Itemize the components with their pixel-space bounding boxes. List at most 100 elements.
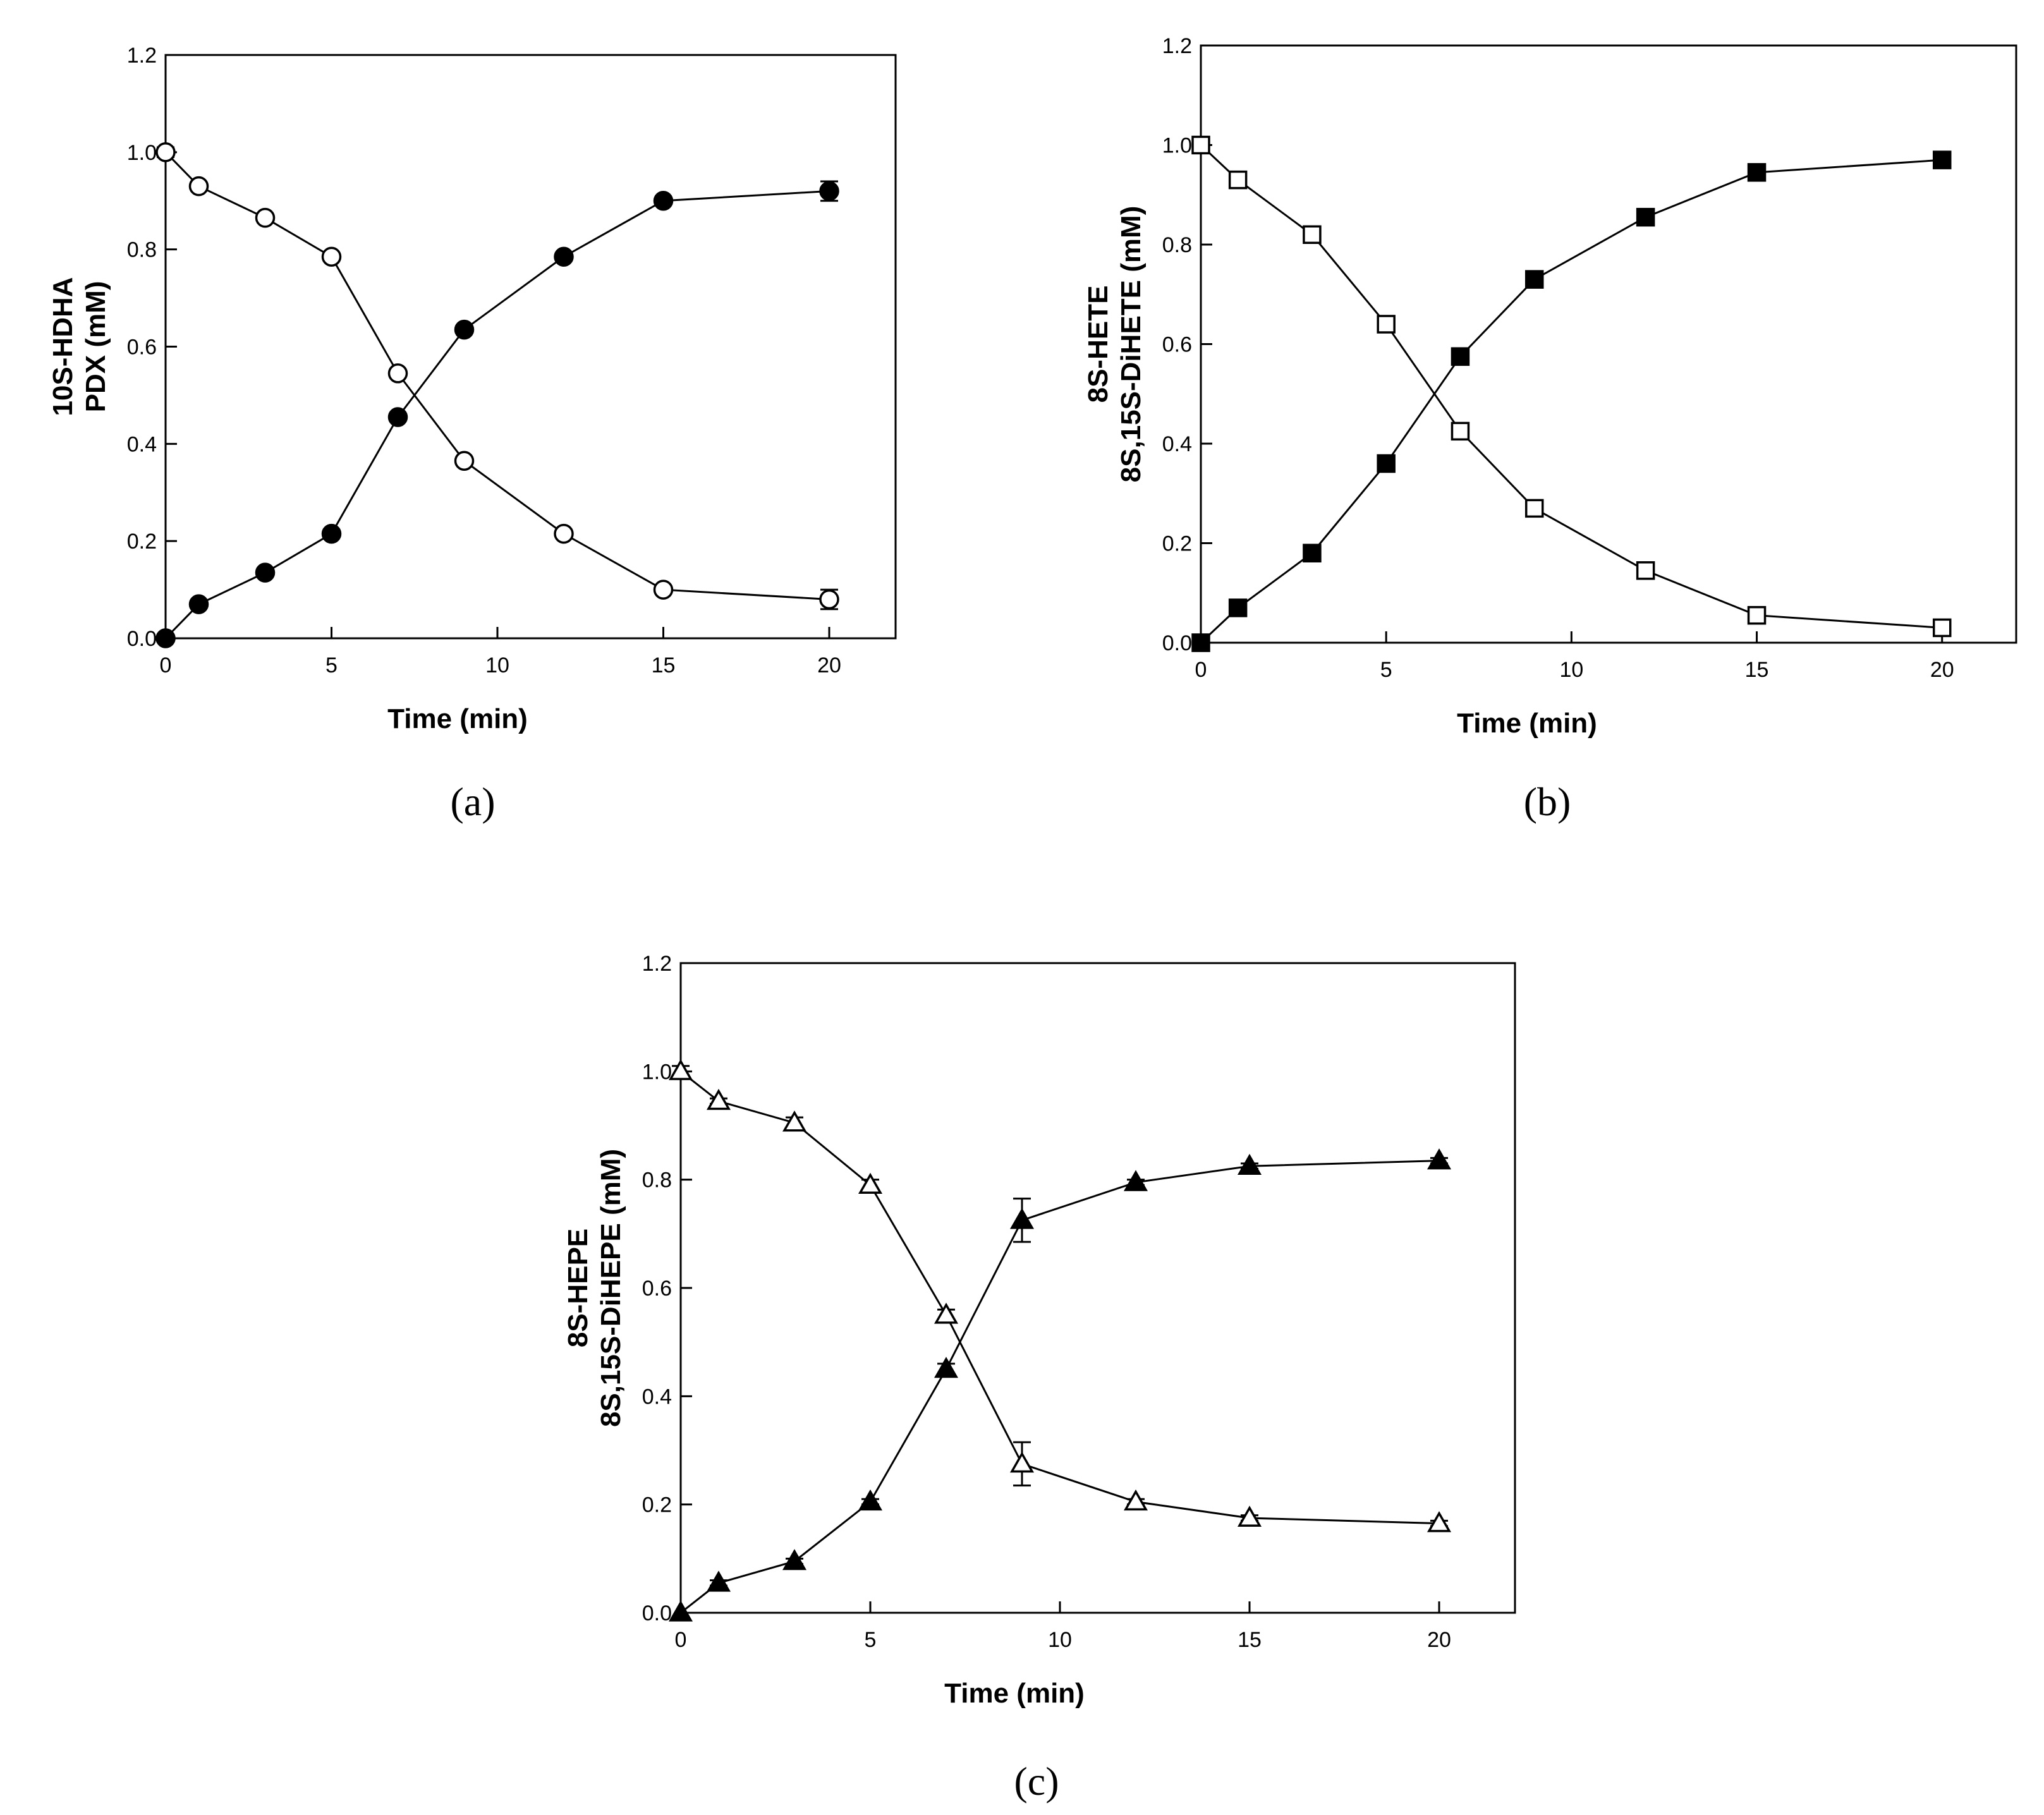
panel-b-y-tick-label: 1.2 <box>1162 34 1192 58</box>
panel-a-x-axis-label: Time (min) <box>387 703 528 734</box>
panel-a-series-10s-hdha-point <box>554 523 574 544</box>
panel-a-y-tick-label: 0.6 <box>127 336 157 360</box>
panel-a-chart: 0.0 0.2 0.4 0.6 0.8 1.0 1.2 0 5 10 15 20 Time (min) 1… <box>47 44 897 734</box>
panel-b-series-8s-hete-point <box>1303 225 1322 244</box>
panel-b-y-axis-label: 8S-HETE8S,15S-DiHETE (mM) <box>1083 206 1147 483</box>
panel-a-series-10s-hdha-point <box>387 363 408 384</box>
panel-c-series-8s-15s-dihepe-point <box>1237 1153 1262 1175</box>
panel-c-y-axis-label-line: 8S,15S-DiHEPE (mM) <box>595 1149 626 1427</box>
panel-b-series-8s-hete-point <box>1228 170 1248 190</box>
panel-c-series-8s-15s-dihepe <box>668 1148 1452 1622</box>
panel-b-series-8s-15s-dihete-point <box>1377 454 1396 473</box>
panel-b-series-8s-hete-point <box>1636 561 1655 580</box>
panel-c-series-8s-hepe-point <box>1427 1511 1452 1533</box>
panel-c-series-8s-15s-dihepe-point <box>858 1489 883 1511</box>
panel-c-label: (c) <box>1014 1759 1059 1804</box>
panel-c-series-8s-hepe-point <box>1123 1489 1148 1511</box>
panel-b-x-tick-label: 20 <box>1930 658 1954 682</box>
panel-a-label: (a) <box>450 779 495 824</box>
panel-a-series-pdx-point <box>819 181 839 202</box>
panel-a-series-10s-hdha-point <box>819 589 839 610</box>
panel-b-x-axis-label: Time (min) <box>1457 708 1597 739</box>
panel-b-series-8s-hete-point <box>1524 499 1544 518</box>
panel-c-x-tick-label: 10 <box>1048 1628 1072 1652</box>
panel-c-y-tick-label: 0.6 <box>642 1277 672 1301</box>
panel-b-series-8s-15s-dihete-point <box>1636 207 1655 227</box>
panel-a-series-pdx <box>155 180 839 648</box>
panel-b-series-8s-15s-dihete-point <box>1451 347 1470 366</box>
panel-a-x-tick-label: 5 <box>325 653 338 677</box>
panel-a-series-10s-hdha-point <box>155 142 176 162</box>
panel-b-series-8s-hete-point <box>1932 618 1952 638</box>
panel-a-series-10s-hdha <box>155 142 839 610</box>
panel-c-series-8s-15s-dihepe-point <box>1123 1170 1148 1191</box>
panel-a-series-pdx-point <box>653 191 674 211</box>
panel-c-series-8s-15s-dihepe-line <box>680 1160 1440 1614</box>
panel-c-x-axis-label: Time (min) <box>944 1678 1085 1709</box>
panel-c-y-tick-label: 0.2 <box>642 1493 672 1517</box>
panel-b-series-8s-hete-point <box>1191 135 1210 155</box>
panel-a-plot-frame <box>164 54 897 640</box>
panel-a-x-tick-label: 10 <box>485 653 509 677</box>
panel-b-y-axis-label-line: 8S-HETE <box>1083 286 1114 403</box>
panel-b-series-8s-15s-dihete-point <box>1191 633 1210 652</box>
panel-a-y-tick-label: 0.8 <box>127 238 157 262</box>
panel-a-series-10s-hdha-point <box>255 207 276 228</box>
panel-b-series-8s-15s-dihete-point <box>1524 270 1544 289</box>
panel-b-series-8s-15s-dihete-point <box>1228 598 1248 617</box>
panel-a-series-10s-hdha-point <box>653 580 674 600</box>
panel-a-series-pdx-point <box>387 407 408 427</box>
panel-b-series-8s-15s-dihete <box>1191 150 1952 652</box>
panel-c-series-8s-hepe-point <box>1237 1505 1262 1527</box>
panel-c-series-8s-hepe-line <box>680 1071 1440 1525</box>
panel-b-y-tick-label: 0.8 <box>1162 233 1192 257</box>
panel-c-series-8s-15s-dihepe-point <box>668 1600 693 1622</box>
panel-b-y-tick-label: 1.0 <box>1162 134 1192 158</box>
panel-a-series-10s-hdha-point <box>188 176 209 197</box>
panel-c-series-8s-hepe-point <box>858 1172 883 1194</box>
panel-a-x-tick-label: 0 <box>160 653 172 677</box>
panel-a-series-pdx-point <box>554 246 574 267</box>
panel-c-series-8s-15s-dihepe-point <box>1009 1208 1035 1229</box>
panel-b-series-8s-hete-point <box>1377 315 1396 334</box>
panel-c-series-8s-hepe-point <box>668 1059 693 1081</box>
panel-a-series-pdx-point <box>188 594 209 614</box>
panel-c-y-tick-label: 1.2 <box>642 952 672 976</box>
panel-c-x-tick-label: 15 <box>1238 1628 1262 1652</box>
panel-c-series-8s-hepe <box>668 1059 1452 1533</box>
panel-c-x-tick-label: 20 <box>1427 1628 1451 1652</box>
panel-a-y-tick-label: 1.2 <box>127 44 157 68</box>
panel-a-series-pdx-point <box>155 628 176 648</box>
panel-c-y-axis-label-line: 8S-HEPE <box>563 1229 593 1347</box>
panel-b-label: (b) <box>1524 779 1571 824</box>
panel-c-y-axis-label: 8S-HEPE8S,15S-DiHEPE (mM) <box>563 1149 626 1427</box>
panel-b-x-tick-label: 10 <box>1559 658 1583 682</box>
panel-a-series-pdx-point <box>321 523 342 544</box>
panel-a-series-pdx-point <box>454 319 475 340</box>
panel-b-x-tick-label: 0 <box>1195 658 1207 682</box>
panel-c-y-tick-label: 1.0 <box>642 1060 672 1084</box>
panel-c-series-8s-15s-dihepe-point <box>1427 1148 1452 1170</box>
panel-c-series-8s-hepe-point <box>706 1088 731 1110</box>
panel-b-series-8s-hete-point <box>1451 422 1470 441</box>
panel-b-series-8s-15s-dihete-point <box>1747 163 1767 182</box>
panel-a-x-tick-label: 15 <box>652 653 676 677</box>
panel-c-series-8s-hepe-point <box>1009 1451 1035 1473</box>
panel-b-series-8s-15s-dihete-point <box>1303 543 1322 562</box>
panel-b-y-tick-label: 0.6 <box>1162 333 1192 357</box>
panel-a-x-tick-label: 20 <box>817 653 841 677</box>
panel-c-series-8s-15s-dihepe-point <box>706 1570 731 1592</box>
panel-a-series-pdx-point <box>255 562 276 583</box>
panel-b-chart: 0.0 0.2 0.4 0.6 0.8 1.0 1.2 0 5 10 15 20 Time (min) 8… <box>1083 34 2017 739</box>
panel-b-y-axis-label-line: 8S,15S-DiHETE (mM) <box>1116 206 1147 483</box>
panel-b-series-8s-hete-point <box>1747 605 1767 625</box>
panel-b-y-tick-label: 0.4 <box>1162 432 1192 456</box>
panel-a-y-axis-label-line: PDX (mM) <box>80 281 111 413</box>
panel-b-series-8s-15s-dihete-point <box>1932 150 1952 169</box>
panel-a-y-tick-label: 0.0 <box>127 627 157 651</box>
panel-c-x-tick-label: 0 <box>675 1628 687 1652</box>
panel-a-series-10s-hdha-point <box>454 451 475 471</box>
panel-b-x-tick-label: 15 <box>1745 658 1769 682</box>
panel-c-y-tick-label: 0.4 <box>642 1385 672 1409</box>
